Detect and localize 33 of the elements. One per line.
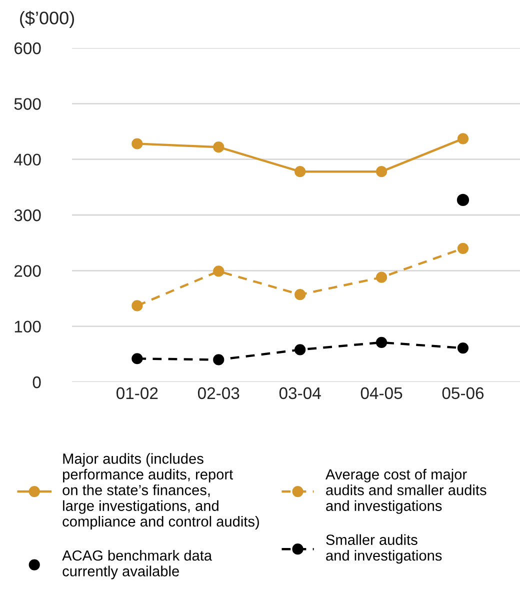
point [294,344,306,356]
point [213,266,224,277]
point [457,342,469,354]
legend-label: Average cost of major audits and smaller audits and investigations [326,468,486,514]
point [376,272,388,283]
x-tick-label: 05-06 [442,387,484,400]
y-tick-label: 0 [32,376,41,388]
y-tick-label: 200 [14,265,41,277]
point [132,353,143,364]
point [457,133,469,144]
legend-label: Smaller audits and investigations [326,534,442,564]
point [132,138,143,150]
x-tick-label: 03-04 [279,387,321,400]
x-tick-label: 04-05 [360,387,402,400]
legend-label: ACAG benchmark data currently available [62,550,212,580]
point [456,194,470,206]
x-tick-label: 01-02 [116,387,158,400]
y-tick-label: 300 [14,209,41,222]
y-axis-title: ($’000) [20,10,74,28]
point [132,300,143,312]
legend-label: Major audits (includes performance audits, report on the state’s finances, large investigations, and compliance and control audits) [62,453,259,530]
y-tick-label: 500 [14,98,41,110]
y-tick-label: 100 [14,320,41,333]
y-tick-label: 600 [14,42,41,54]
point [376,336,388,348]
x-tick-label: 02-03 [198,387,240,400]
y-tick-label: 400 [14,154,41,166]
point [376,166,388,178]
point [294,166,306,178]
point [213,354,224,366]
point [294,289,306,300]
point [457,242,469,254]
point [213,142,224,153]
